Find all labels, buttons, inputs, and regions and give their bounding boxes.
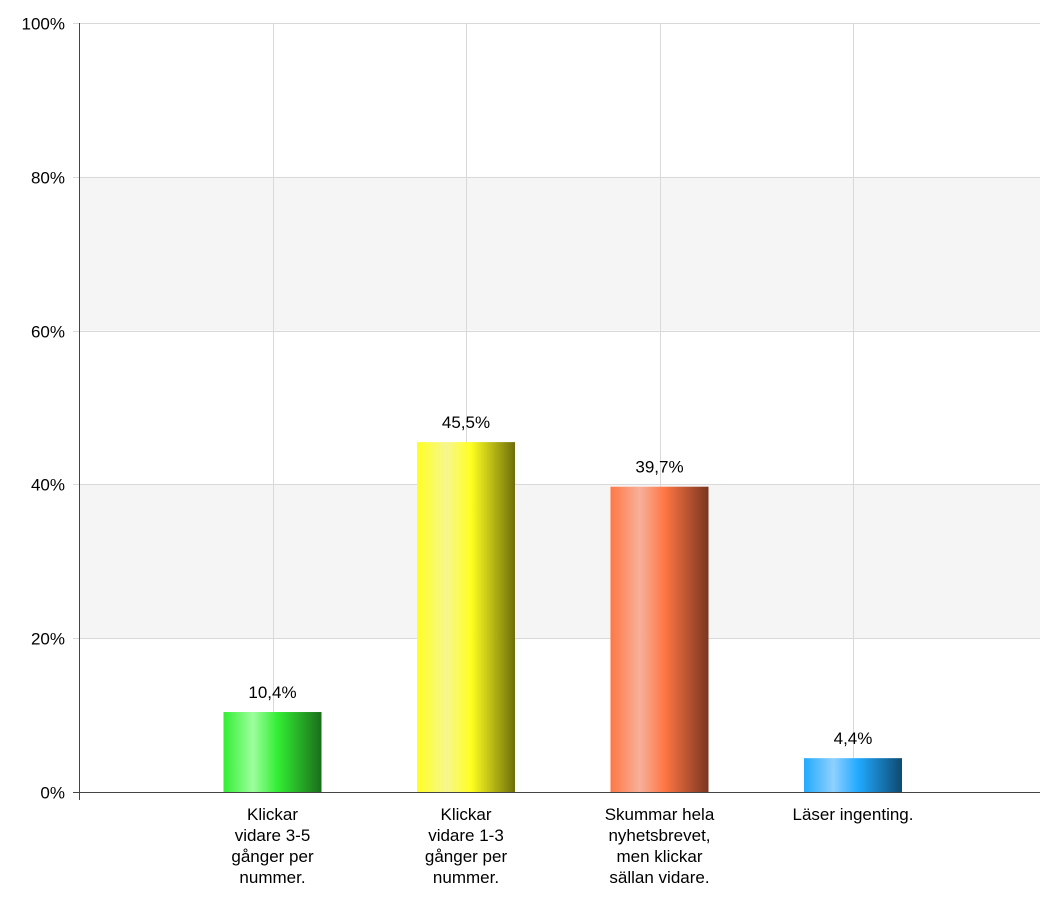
data-label: 45,5%: [442, 413, 490, 432]
y-tick-label: 60%: [31, 323, 65, 342]
x-tick-label: Klickar vidare 3-5 gånger per nummer.: [231, 805, 314, 887]
grid-band: [79, 484, 1040, 639]
y-tick-label: 20%: [31, 630, 65, 649]
data-label: 4,4%: [834, 729, 873, 748]
data-label: 39,7%: [635, 458, 683, 477]
x-tick-label: Skummar hela nyhetsbrevet, men klickar s…: [604, 805, 715, 887]
bar: [804, 758, 902, 792]
y-tick-label: 100%: [22, 15, 65, 34]
x-tick-label: Klickar vidare 1-3 gånger per nummer.: [424, 805, 508, 887]
y-tick-label: 0%: [40, 784, 65, 803]
grid-band: [79, 176, 1040, 331]
y-tick-label: 80%: [31, 169, 65, 188]
bar: [417, 442, 515, 792]
y-tick-label: 40%: [31, 476, 65, 495]
bar: [610, 486, 709, 792]
bar: [223, 712, 322, 792]
x-tick-label: Läser ingenting.: [792, 805, 914, 824]
data-label: 10,4%: [248, 683, 296, 702]
